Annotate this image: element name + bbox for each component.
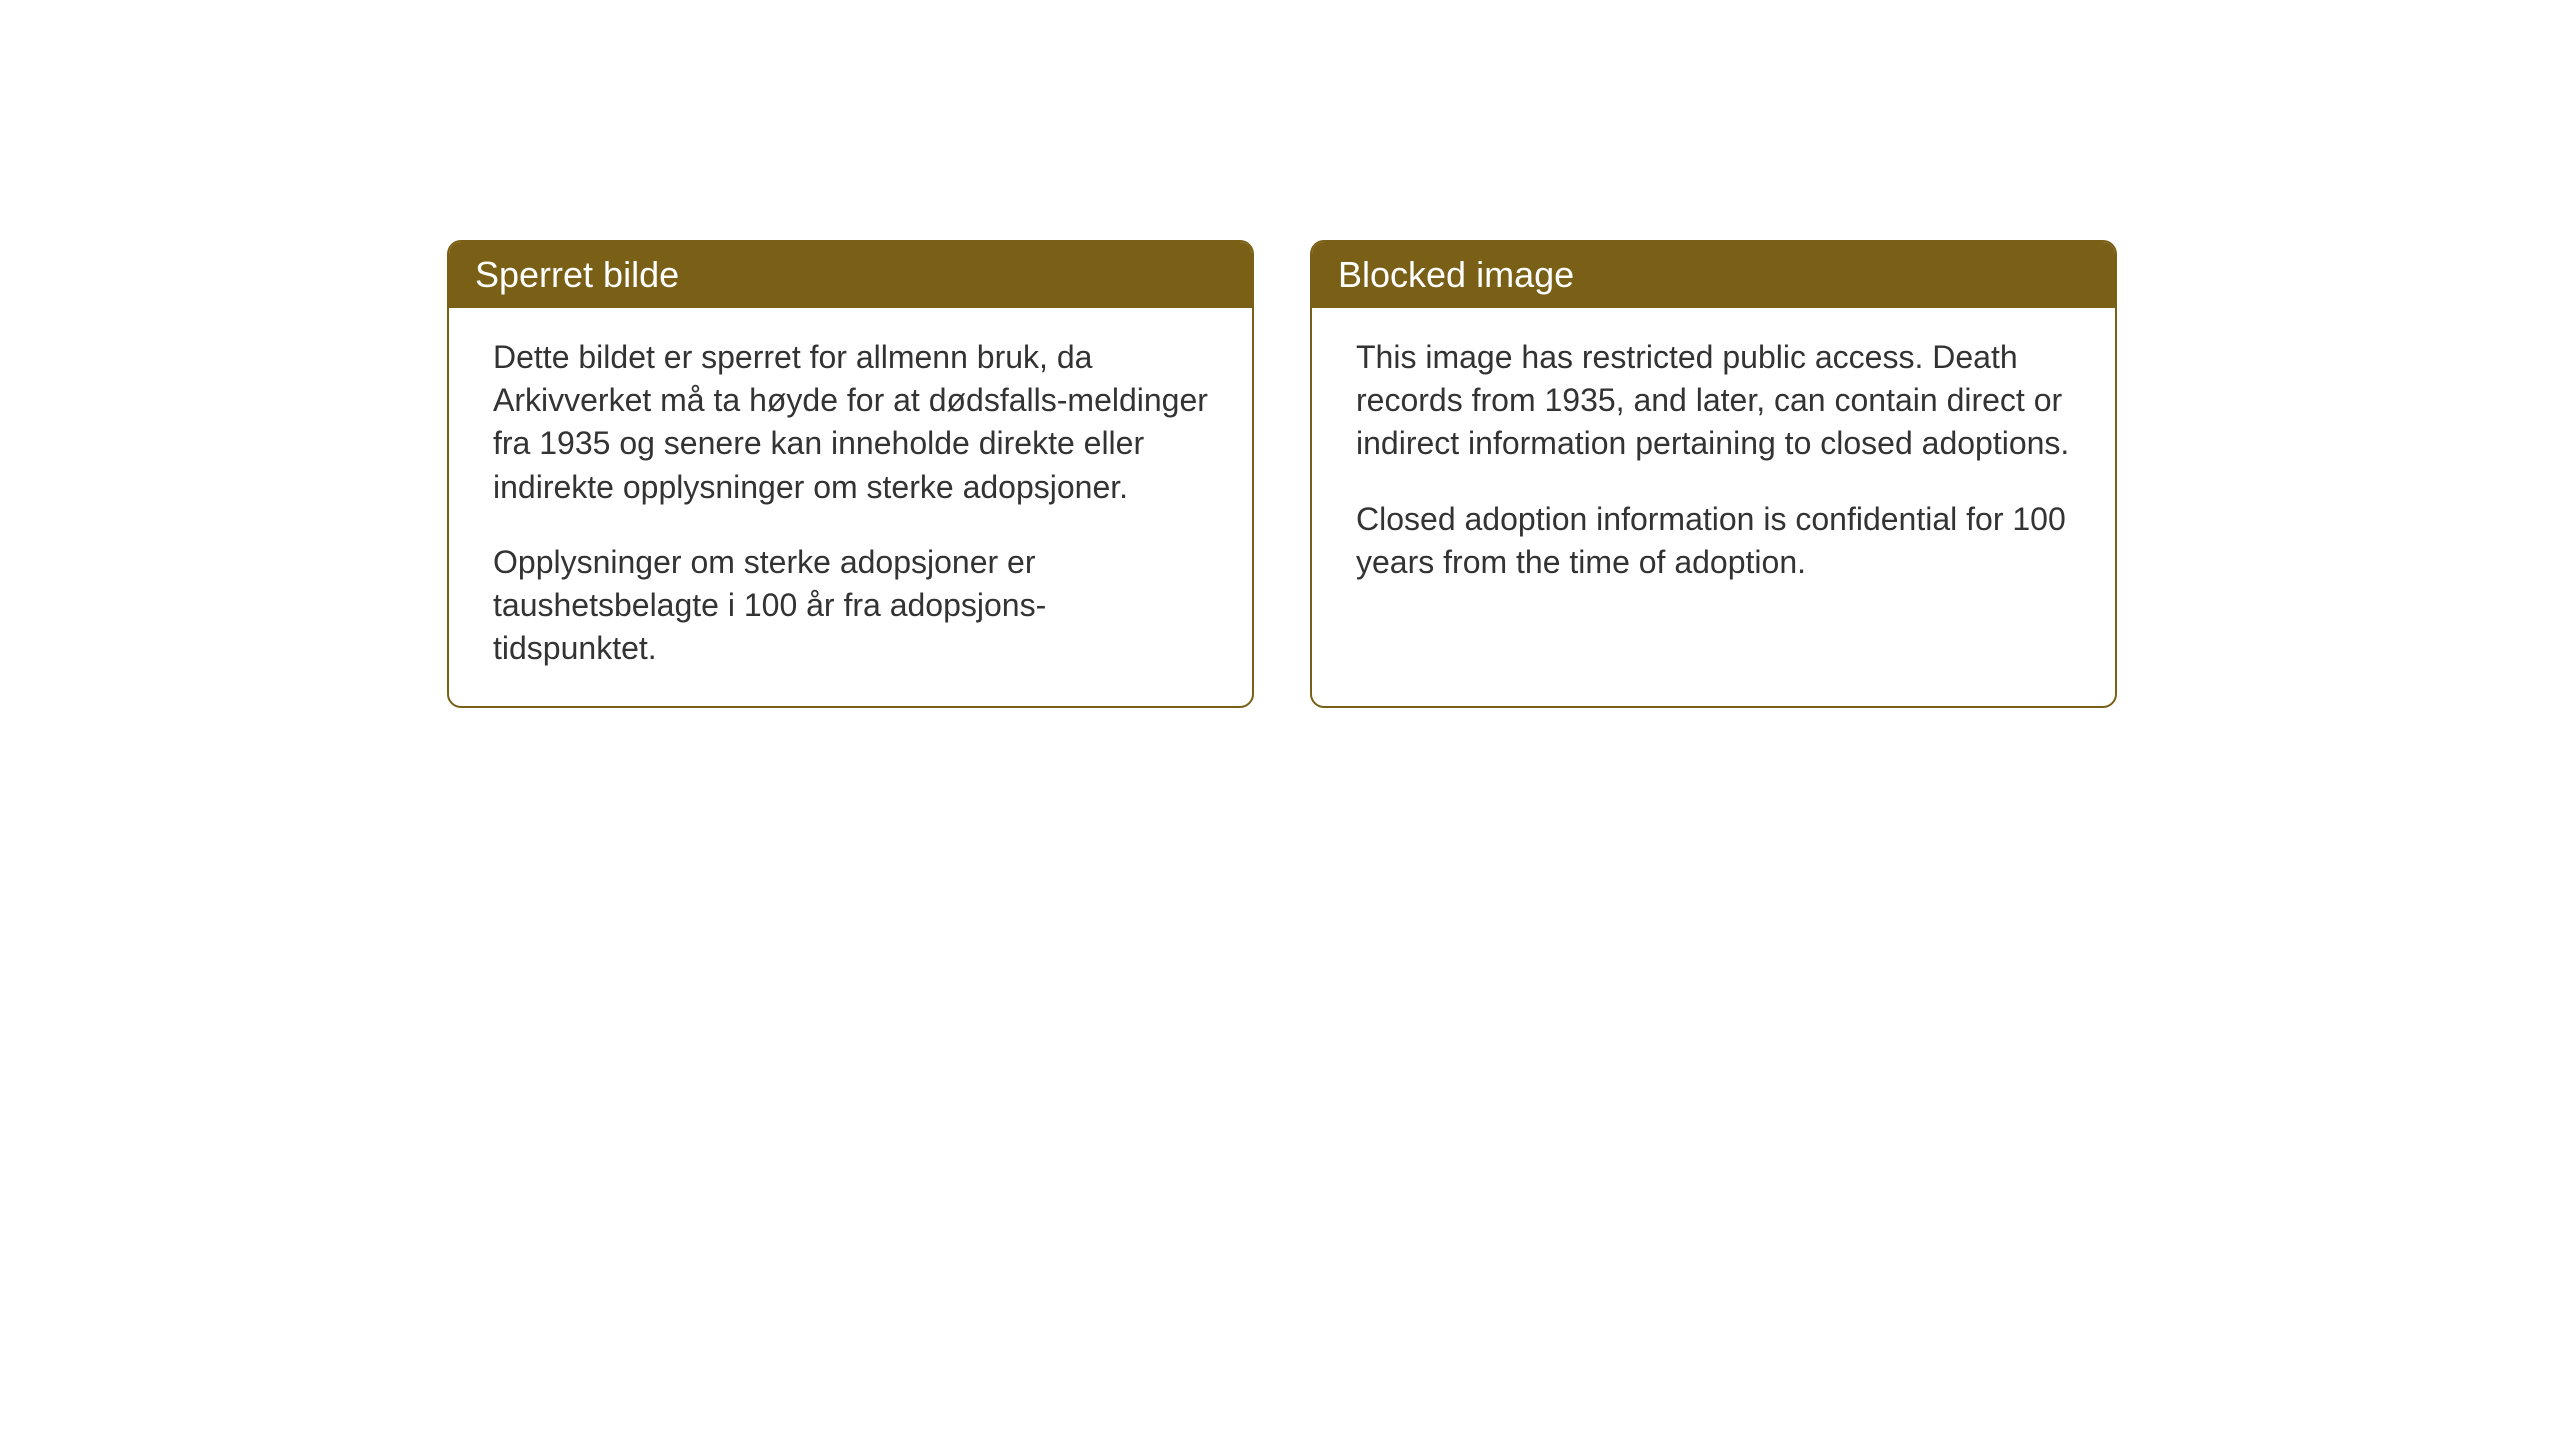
card-paragraph-english-2: Closed adoption information is confident…	[1356, 498, 2071, 584]
card-body-norwegian: Dette bildet er sperret for allmenn bruk…	[449, 308, 1252, 706]
notice-container: Sperret bilde Dette bildet er sperret fo…	[447, 240, 2117, 708]
card-paragraph-english-1: This image has restricted public access.…	[1356, 336, 2071, 466]
card-paragraph-norwegian-1: Dette bildet er sperret for allmenn bruk…	[493, 336, 1208, 509]
card-body-english: This image has restricted public access.…	[1312, 308, 2115, 620]
card-title-norwegian: Sperret bilde	[475, 254, 679, 295]
card-header-norwegian: Sperret bilde	[449, 242, 1252, 308]
card-header-english: Blocked image	[1312, 242, 2115, 308]
card-paragraph-norwegian-2: Opplysninger om sterke adopsjoner er tau…	[493, 541, 1208, 671]
notice-card-norwegian: Sperret bilde Dette bildet er sperret fo…	[447, 240, 1254, 708]
card-title-english: Blocked image	[1338, 254, 1574, 295]
notice-card-english: Blocked image This image has restricted …	[1310, 240, 2117, 708]
